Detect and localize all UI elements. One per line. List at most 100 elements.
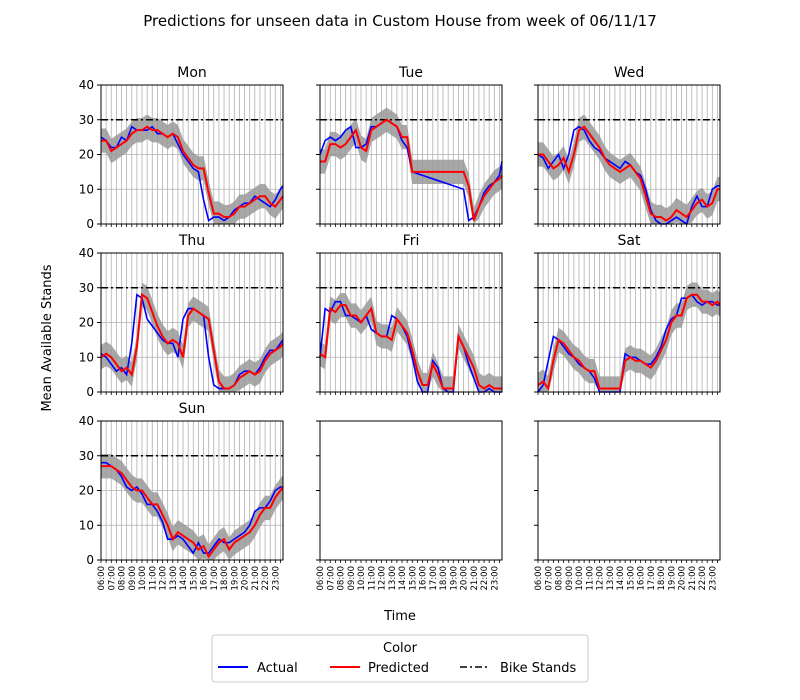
legend-label-bike-stands: Bike Stands (500, 661, 577, 676)
x-tick-label: 11:00 (585, 566, 595, 591)
subplot-tue: Tue (316, 65, 503, 227)
subplot-title: Sat (618, 233, 641, 249)
x-tick-label: 15:00 (408, 566, 418, 591)
x-tick-label: 14:00 (616, 566, 626, 591)
x-tick-label: 07:00 (544, 566, 554, 591)
subplot-thu: Thu 0 10 20 30 40 (79, 233, 284, 399)
x-tick-label: 11:00 (367, 566, 377, 591)
subplot-title: Tue (398, 65, 423, 81)
y-tick-label: 0 (86, 553, 94, 567)
y-tick-label: 20 (79, 484, 94, 498)
subplot-grid: Mon 0 10 20 30 40 Tue Wed Thu 0 10 20 30 40 Fri Sat Sun 0… (79, 65, 721, 591)
y-tick-label: 30 (79, 281, 94, 295)
subplot-fri: Fri (316, 233, 503, 395)
x-tick-label: 22:00 (698, 566, 708, 591)
x-tick-label: 13:00 (606, 566, 616, 591)
x-tick-label: 23:00 (708, 566, 718, 591)
legend-label-predicted: Predicted (368, 661, 429, 676)
series-predicted (537, 293, 721, 391)
y-tick-label: 0 (86, 385, 94, 399)
prediction-band (101, 114, 283, 224)
x-tick-label: 12:00 (596, 566, 606, 591)
subplot-title: Mon (177, 65, 207, 81)
x-tick-label: 12:00 (378, 566, 388, 591)
x-tick-label: 16:00 (200, 566, 210, 591)
x-tick-label: 17:00 (210, 566, 220, 591)
series-predicted (320, 118, 503, 221)
series-predicted (319, 304, 502, 390)
x-tick-label: 23:00 (490, 566, 500, 591)
x-tick-label: 08:00 (337, 566, 347, 591)
x-tick-label: 10:00 (575, 566, 585, 591)
x-tick-label: 15:00 (626, 566, 636, 591)
subplot-title: Wed (614, 65, 645, 81)
series-predicted (101, 125, 284, 219)
subplot-sat: Sat (534, 233, 721, 395)
subplot-title: Sun (179, 401, 206, 417)
plot-area (320, 421, 502, 560)
x-tick-label: 21:00 (688, 566, 698, 591)
y-tick-label: 0 (86, 217, 94, 231)
subplot-empty-7: 06:00 07:00 08:00 09:00 10:00 11:00 12:00 13:00… (316, 420, 503, 591)
legend: Color Actual Predicted Bike Stands (211, 634, 589, 683)
x-tick-label: 20:00 (678, 566, 688, 591)
series-predicted (538, 125, 720, 222)
y-tick-label: 40 (79, 414, 94, 428)
legend-label-actual: Actual (257, 661, 298, 676)
x-tick-label: 08:00 (555, 566, 565, 591)
x-tick-label: 17:00 (429, 566, 439, 591)
x-tick-label: 09:00 (565, 566, 575, 591)
x-tick-label: 18:00 (657, 566, 667, 591)
prediction-band (538, 282, 720, 392)
x-tick-label: 07:00 (326, 566, 336, 591)
prediction-band (538, 114, 720, 224)
y-tick-label: 10 (79, 518, 94, 532)
x-tick-label: 06:00 (534, 566, 544, 591)
plot-area (538, 421, 720, 560)
y-axis-label: Mean Available Stands (40, 264, 55, 411)
x-axis-label: Time (383, 609, 416, 624)
x-tick-label: 12:00 (159, 566, 169, 591)
x-tick-label: 13:00 (388, 566, 398, 591)
x-tick-label: 10:00 (357, 566, 367, 591)
prediction-band (101, 282, 283, 392)
y-tick-label: 10 (79, 182, 94, 196)
x-tick-label: 22:00 (480, 566, 490, 591)
x-tick-label: 15:00 (189, 566, 199, 591)
series-predicted (100, 292, 284, 390)
x-tick-label: 22:00 (261, 566, 271, 591)
x-tick-label: 20:00 (460, 566, 470, 591)
legend-title: Color (383, 641, 418, 656)
x-tick-label: 18:00 (220, 566, 230, 591)
x-tick-label: 23:00 (271, 566, 281, 591)
x-tick-label: 09:00 (128, 566, 138, 591)
y-tick-label: 40 (79, 246, 94, 260)
y-tick-label: 30 (79, 113, 94, 127)
x-tick-label: 19:00 (449, 566, 459, 591)
subplot-empty-8: 06:00 07:00 08:00 09:00 10:00 11:00 12:00 13:00… (534, 420, 721, 591)
x-tick-label: 20:00 (241, 566, 251, 591)
series-actual (101, 461, 283, 555)
x-tick-label: 09:00 (347, 566, 357, 591)
x-tick-label: 18:00 (439, 566, 449, 591)
y-tick-label: 30 (79, 449, 94, 463)
figure-title: Predictions for unseen data in Custom Ho… (143, 12, 657, 30)
x-tick-label: 14:00 (398, 566, 408, 591)
y-tick-label: 40 (79, 78, 94, 92)
x-tick-label: 16:00 (637, 566, 647, 591)
subplot-mon: Mon 0 10 20 30 40 (79, 65, 284, 231)
x-tick-label: 07:00 (107, 566, 117, 591)
x-tick-label: 14:00 (179, 566, 189, 591)
subplot-title: Fri (403, 233, 420, 249)
x-tick-label: 13:00 (169, 566, 179, 591)
x-tick-label: 08:00 (118, 566, 128, 591)
x-tick-label: 06:00 (97, 566, 107, 591)
x-tick-label: 10:00 (138, 566, 148, 591)
series-actual (100, 125, 284, 222)
x-tick-label: 16:00 (419, 566, 429, 591)
x-tick-label: 19:00 (667, 566, 677, 591)
y-tick-label: 20 (79, 316, 94, 330)
series-predicted (101, 465, 284, 559)
legend-box (211, 634, 589, 683)
x-tick-label: 21:00 (251, 566, 261, 591)
